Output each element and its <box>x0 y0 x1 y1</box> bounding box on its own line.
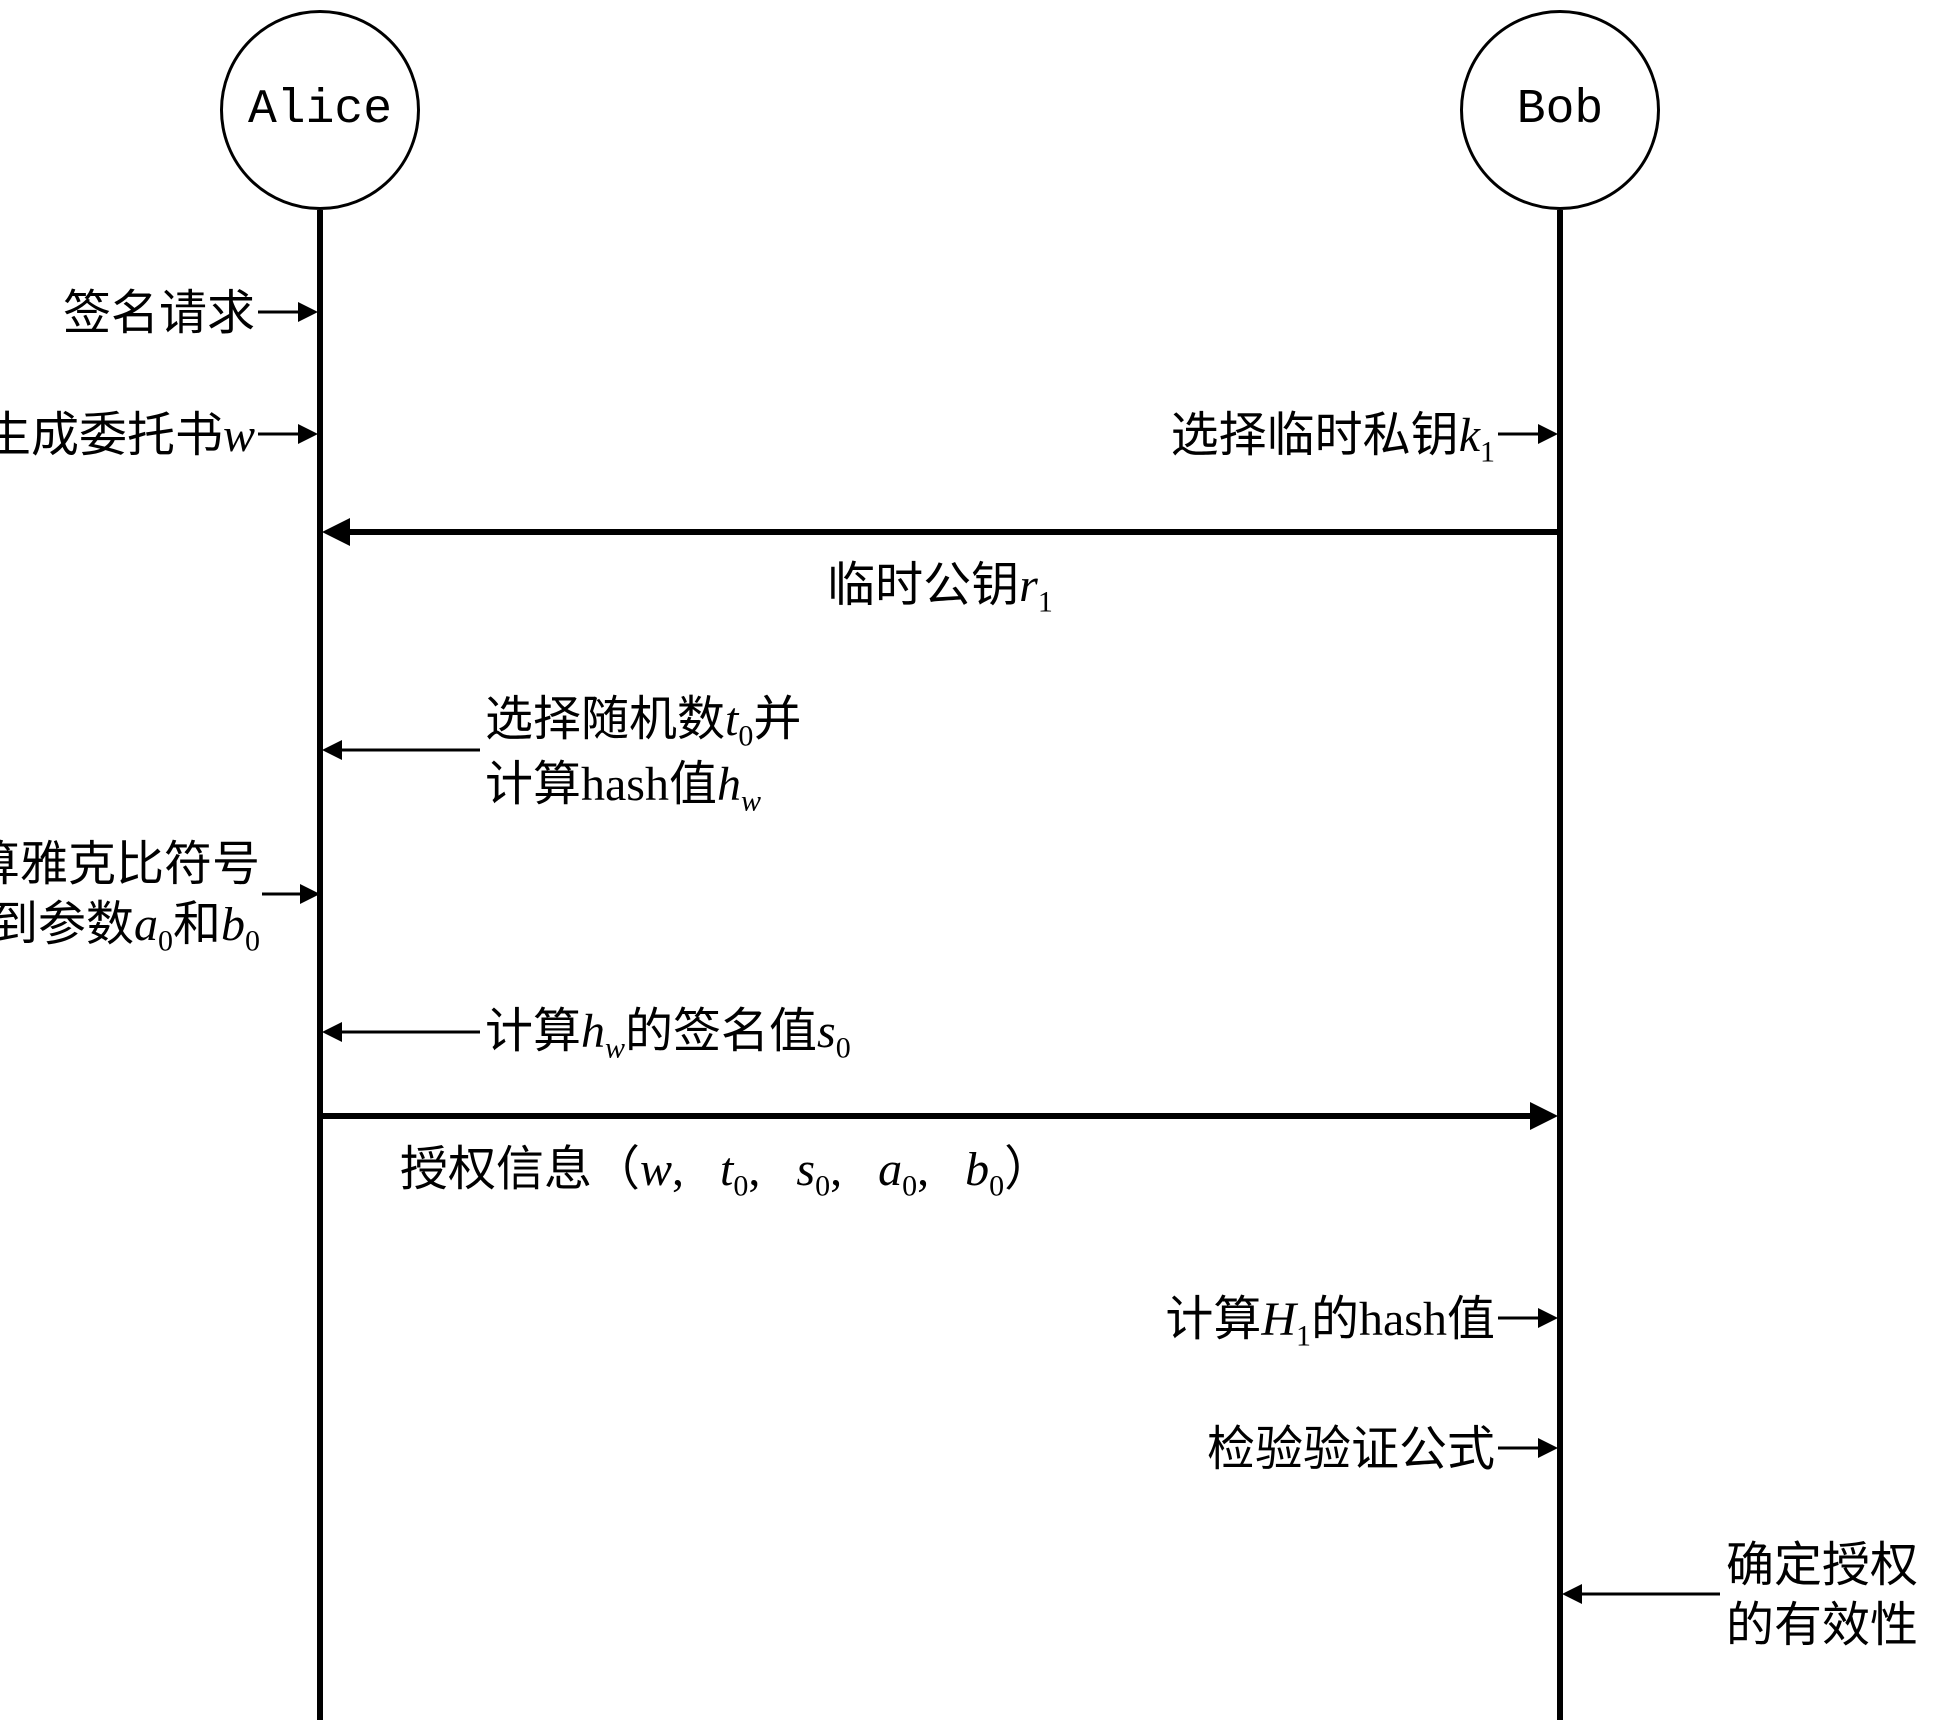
arrow-sig-s0 <box>320 1018 480 1046</box>
label-confirm-auth: 确定授权的有效性 <box>1726 1536 1918 1656</box>
label-calc-h1: 计算H1的hash值 <box>1080 1290 1495 1355</box>
arrow-auth-info <box>320 1100 1560 1132</box>
actor-alice-label: Alice <box>248 83 392 137</box>
actor-alice: Alice <box>220 10 420 210</box>
arrow-gen-warrant <box>258 420 320 448</box>
label-rand-hash: 选择随机数t0并 计算hash值hw <box>485 690 801 820</box>
label-auth-info: 授权信息（w, t0, s0, a0, b0） <box>400 1140 1052 1205</box>
sequence-diagram: Alice Bob 签名请求 生成委托书w 选择临时私钥k1 临时公钥r1 <box>0 0 1948 1734</box>
label-temp-privkey: 选择临时私钥k1 <box>1140 406 1495 471</box>
label-verify-formula: 检验验证公式 <box>1160 1420 1495 1480</box>
label-gen-warrant: 生成委托书w <box>0 406 255 466</box>
label-temp-pubkey: 临时公钥r1 <box>320 556 1560 621</box>
arrow-temp-pubkey <box>320 516 1560 548</box>
arrow-sign-request <box>258 298 320 326</box>
actor-bob-label: Bob <box>1517 83 1603 137</box>
arrow-confirm-auth <box>1560 1580 1720 1608</box>
arrow-rand-hash <box>320 736 480 764</box>
arrow-calc-h1 <box>1498 1304 1560 1332</box>
label-sig-s0: 计算hw的签名值s0 <box>485 1002 851 1067</box>
arrow-jacobi <box>262 880 322 908</box>
label-jacobi: 计算雅克比符号 得到参数a0和b0 <box>0 835 260 960</box>
actor-bob: Bob <box>1460 10 1660 210</box>
arrow-temp-privkey <box>1498 420 1560 448</box>
arrow-verify-formula <box>1498 1434 1560 1462</box>
label-sign-request: 签名请求 <box>0 284 255 344</box>
